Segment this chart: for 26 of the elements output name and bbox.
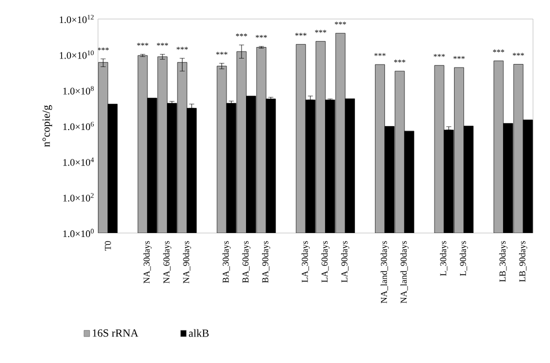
legend-label: 16S rRNA (92, 329, 138, 337)
x-tick-label: LA_30days (302, 241, 310, 282)
y-tick-label: 1.0×10$^{2}$ (63, 193, 94, 202)
x-tick-label: BA_90days (262, 241, 270, 283)
x-tick-label: NA_land_30days (380, 241, 389, 304)
y-axis-title: n°copie/g (42, 105, 52, 147)
y-tick-label: 1.0×10$^{8}$ (63, 86, 94, 95)
x-tick-label: NA_90days (182, 241, 192, 284)
y-tick-label: 1.0×10$^{0}$ (63, 228, 94, 238)
x-tick-label: LB_90days (519, 241, 528, 282)
y-tick-label: 1.0×10$^{10}$ (60, 50, 94, 59)
x-tick-label: NA_30days (143, 241, 152, 284)
y-tick-label: 1.0×10$^{12}$ (60, 14, 94, 24)
x-tick-label: BA_30days (222, 241, 231, 283)
y-tick-label: 1.0×10$^{4}$ (63, 157, 94, 166)
x-tick-label: BA_60days (242, 241, 250, 283)
legend-label: alkB (188, 329, 209, 337)
x-tick-label: L_30days (440, 241, 448, 276)
x-tick-label: LB_30days (499, 241, 508, 282)
x-tick-label: L_90days (460, 241, 468, 276)
x-tick-label: NA_land_90days (400, 241, 409, 304)
y-tick-label: 1.0×10$^{6}$ (63, 122, 94, 130)
x-tick-label: T0 (104, 241, 111, 251)
x-tick-label: NA_60days (163, 241, 172, 284)
x-tick-label: LA_90days (341, 241, 350, 282)
x-tick-label: LA_60days (321, 241, 330, 282)
